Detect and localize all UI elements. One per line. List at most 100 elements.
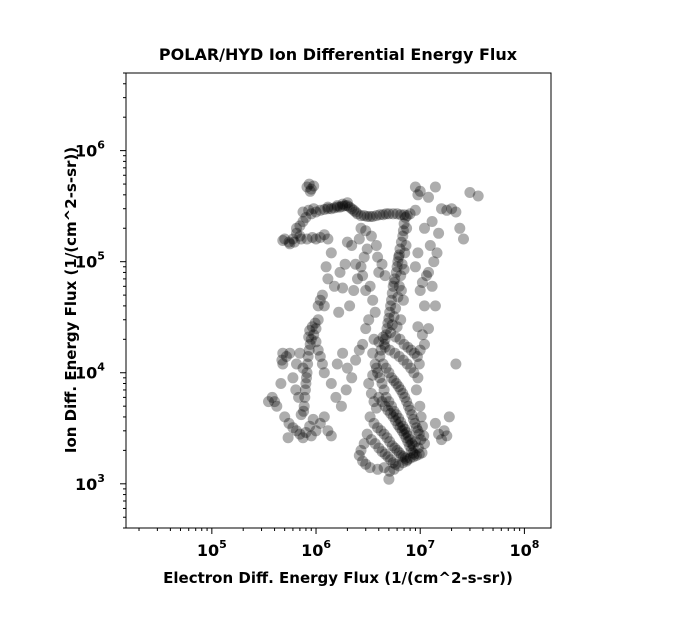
data-point xyxy=(322,273,334,285)
data-point xyxy=(298,400,310,412)
data-point xyxy=(388,463,400,475)
data-point xyxy=(277,358,289,370)
data-point xyxy=(369,438,381,450)
data-point xyxy=(398,264,410,275)
data-point xyxy=(303,204,315,216)
data-point xyxy=(335,400,347,412)
axis-ticks: 105 106 107 108 103 104 105 106 xyxy=(75,72,539,560)
data-point xyxy=(390,331,402,343)
data-point xyxy=(397,230,409,242)
data-point xyxy=(385,408,397,419)
data-point xyxy=(330,391,342,403)
data-point xyxy=(310,336,322,348)
x-tick-label: 107 xyxy=(405,538,435,560)
data-point xyxy=(411,351,423,362)
data-point xyxy=(316,289,328,301)
data-point xyxy=(314,232,326,243)
data-point xyxy=(423,191,434,203)
data-point xyxy=(446,203,458,215)
data-point xyxy=(322,425,334,437)
data-point xyxy=(304,420,316,432)
x-tick-label: 105 xyxy=(197,538,227,560)
data-point xyxy=(376,258,388,270)
data-point xyxy=(295,233,307,245)
data-point xyxy=(277,235,289,246)
y-tick-label: 105 xyxy=(75,250,105,272)
data-point xyxy=(357,455,369,467)
data-point xyxy=(312,314,324,326)
data-point xyxy=(419,222,430,234)
data-point xyxy=(393,251,405,263)
data-point xyxy=(364,280,376,292)
data-point xyxy=(370,240,382,251)
data-point xyxy=(305,333,317,345)
data-point xyxy=(304,325,316,336)
data-point xyxy=(344,300,356,312)
data-point xyxy=(346,240,358,251)
data-point xyxy=(348,285,360,296)
data-point xyxy=(378,338,390,350)
data-point xyxy=(404,440,416,452)
data-point xyxy=(395,416,407,428)
data-point xyxy=(337,200,349,212)
data-point xyxy=(306,232,318,243)
data-point xyxy=(389,347,401,359)
data-point xyxy=(393,447,405,459)
data-point xyxy=(307,413,319,425)
data-point xyxy=(302,358,314,370)
data-point xyxy=(284,238,296,250)
data-point xyxy=(299,384,311,396)
data-point xyxy=(429,181,441,193)
data-point xyxy=(397,294,409,306)
data-point xyxy=(388,311,400,323)
data-point xyxy=(395,270,407,282)
data-point xyxy=(387,208,399,220)
data-point xyxy=(304,185,316,197)
data-point xyxy=(394,422,406,434)
data-point xyxy=(380,208,392,220)
data-point xyxy=(393,280,405,292)
data-point xyxy=(414,400,426,412)
data-point xyxy=(282,432,294,444)
data-point xyxy=(441,204,453,216)
data-point xyxy=(390,266,402,278)
data-point xyxy=(297,216,309,227)
data-point xyxy=(358,251,370,263)
data-point xyxy=(398,428,410,440)
data-point xyxy=(407,413,419,425)
data-point xyxy=(361,243,373,255)
data-point xyxy=(397,457,409,469)
data-point xyxy=(373,391,385,403)
data-point xyxy=(412,247,424,259)
data-point xyxy=(404,404,416,416)
data-point xyxy=(353,344,365,356)
data-point xyxy=(390,302,402,314)
data-point xyxy=(393,460,405,472)
data-point xyxy=(364,462,376,474)
data-point xyxy=(410,450,422,461)
data-point xyxy=(389,442,401,454)
data-point xyxy=(383,473,395,485)
data-point xyxy=(365,388,377,399)
data-point xyxy=(383,208,395,220)
data-point xyxy=(363,378,375,389)
data-point xyxy=(341,236,353,248)
x-axis-label: Electron Diff. Energy Flux (1/(cm^2-s-sr… xyxy=(163,569,513,587)
data-point xyxy=(301,367,313,379)
data-point xyxy=(325,430,337,442)
data-point xyxy=(400,432,412,444)
data-point xyxy=(428,256,440,268)
data-point xyxy=(328,280,340,292)
data-point xyxy=(350,354,362,366)
data-point xyxy=(429,300,441,312)
data-point xyxy=(363,314,375,326)
data-point xyxy=(297,206,309,218)
data-point xyxy=(370,362,382,374)
data-point xyxy=(301,372,312,384)
data-point xyxy=(381,323,393,335)
data-point xyxy=(299,391,311,403)
data-point xyxy=(412,425,424,437)
data-point xyxy=(391,321,403,333)
y-tick-label: 103 xyxy=(75,472,105,494)
data-point xyxy=(303,178,315,190)
